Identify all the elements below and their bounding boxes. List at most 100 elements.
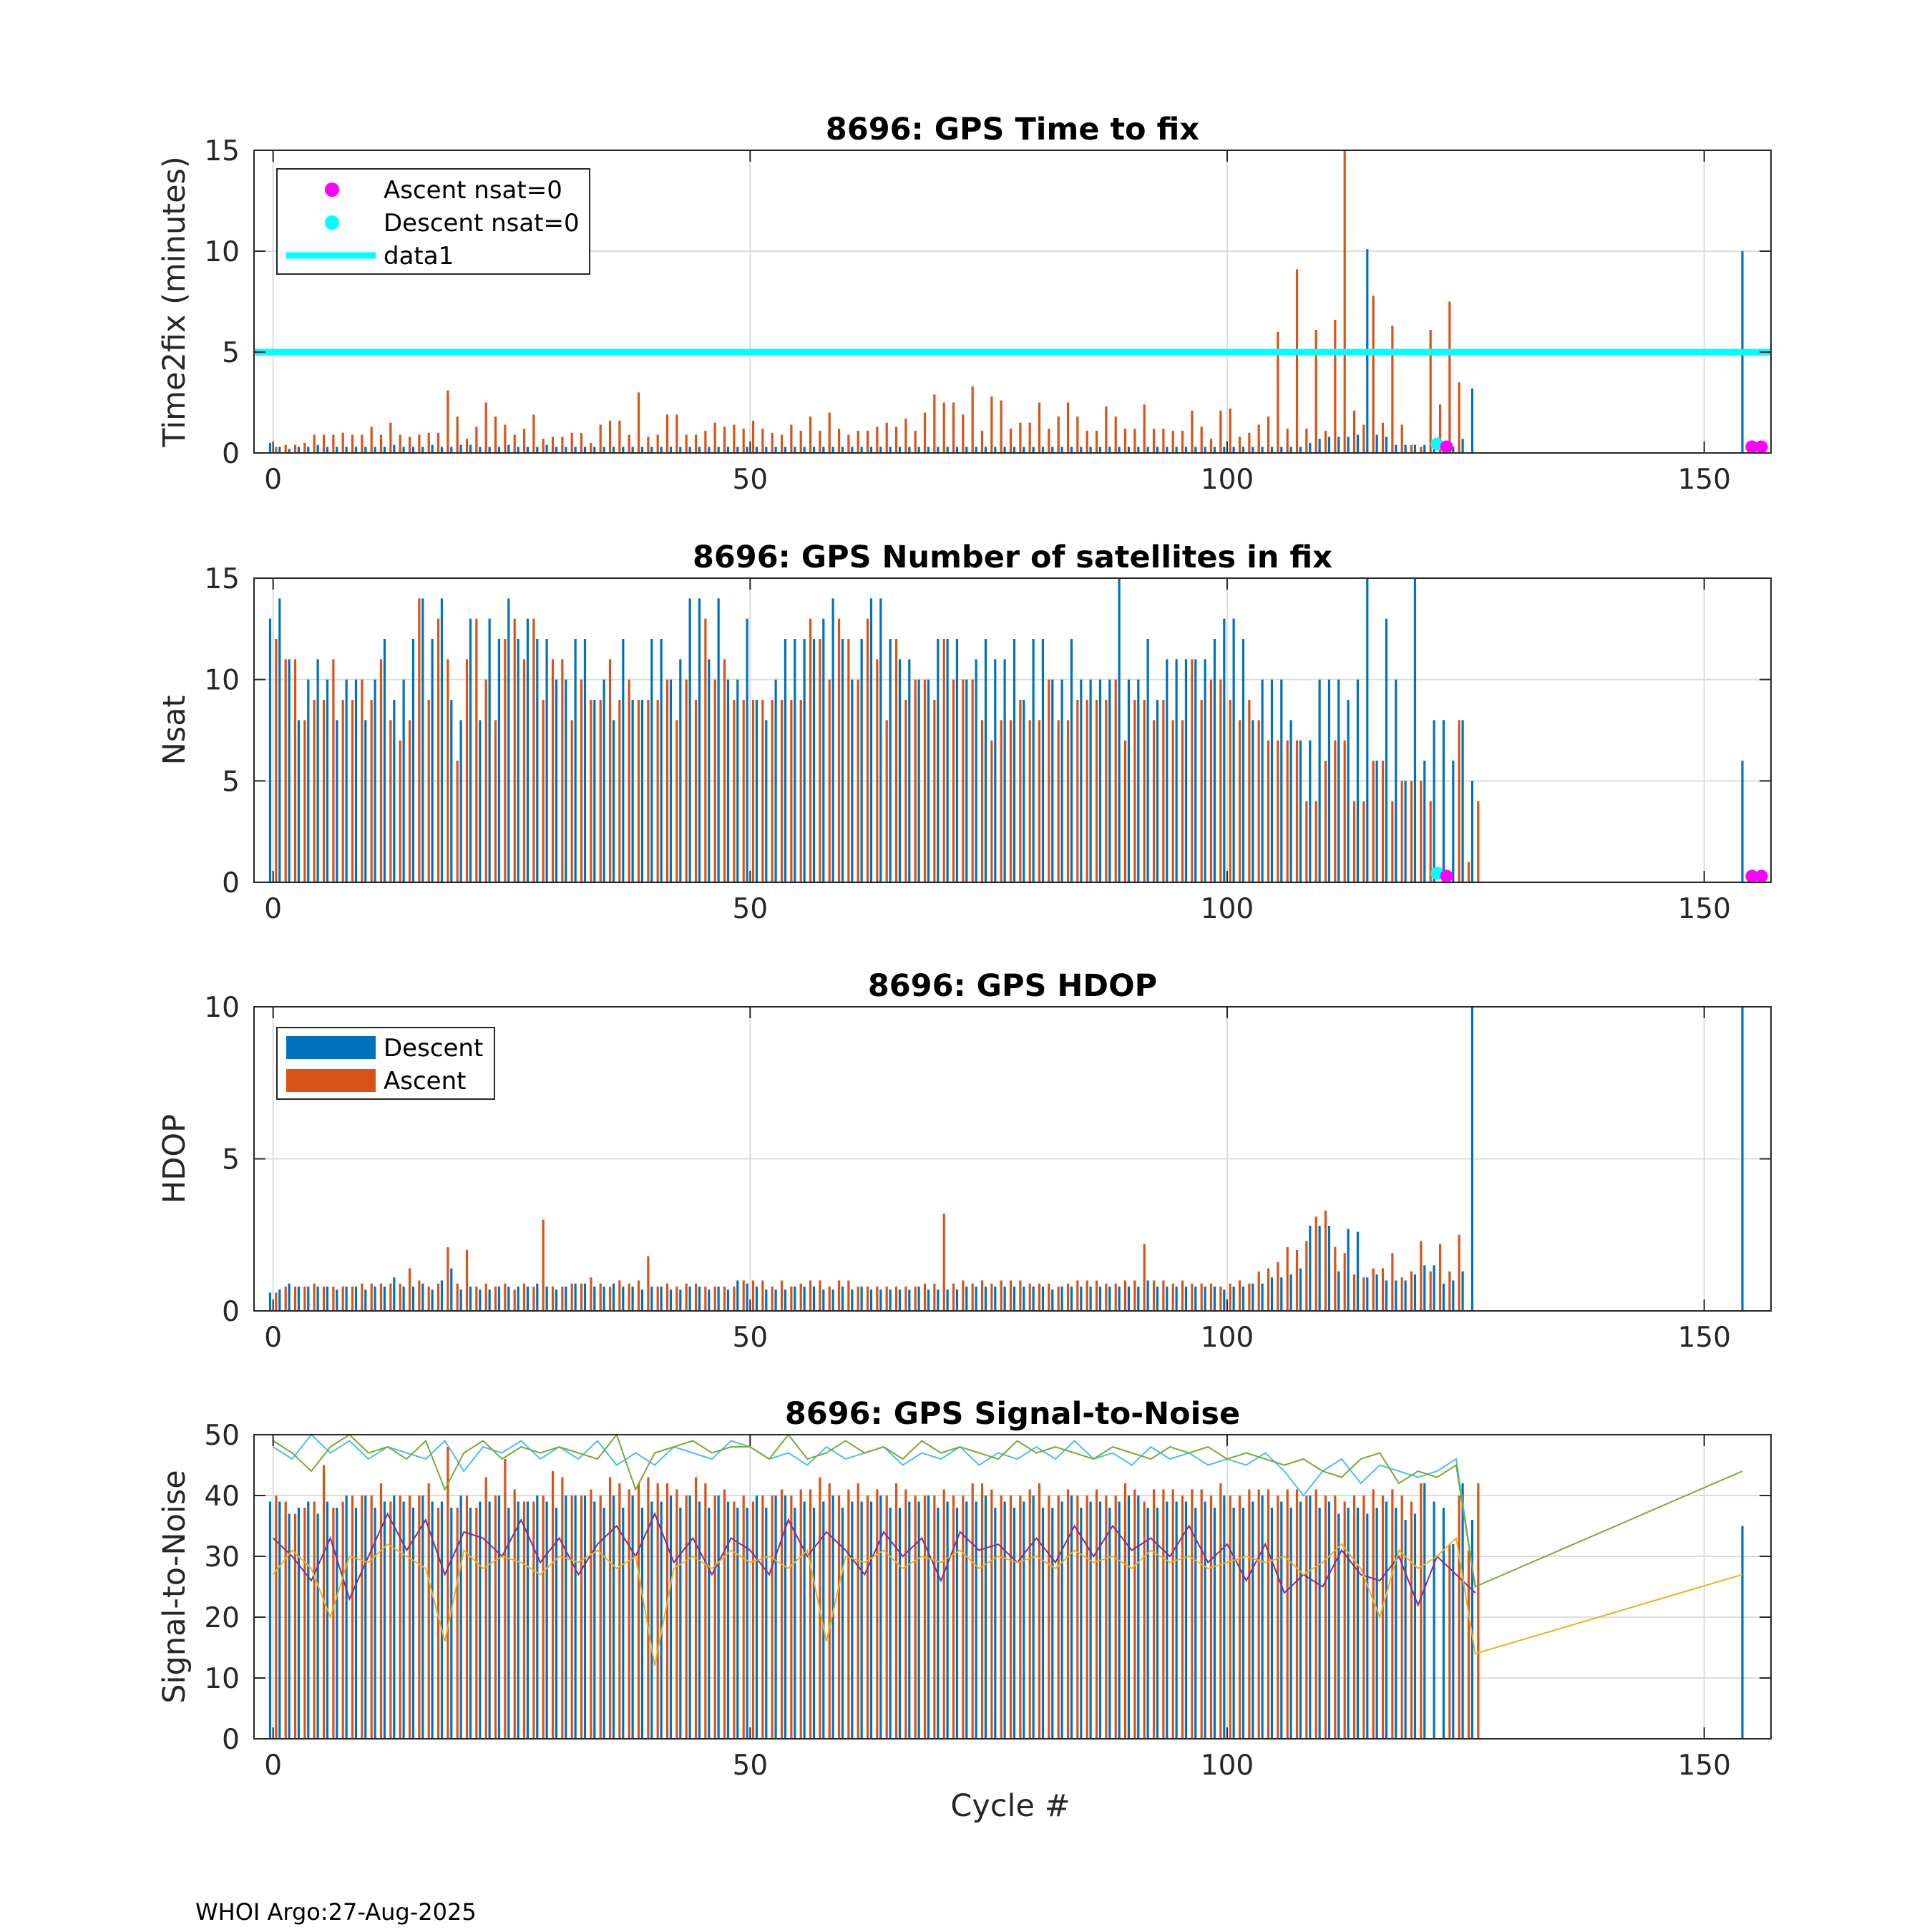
bar-descent (574, 447, 577, 453)
bar-descent (1395, 679, 1397, 882)
bar-ascent (1448, 301, 1451, 453)
bar-descent (345, 1496, 348, 1739)
bar-ascent (293, 1513, 297, 1739)
bar-descent (307, 679, 310, 882)
bar-descent (955, 639, 959, 882)
bar-descent (660, 1287, 663, 1311)
bar-ascent (1009, 1496, 1013, 1739)
bar-ascent (990, 1283, 993, 1311)
bar-ascent (790, 424, 793, 453)
bar-ascent (590, 442, 592, 453)
bar-ascent (637, 1483, 640, 1739)
bar-descent (965, 679, 968, 882)
bar-ascent (885, 1287, 888, 1311)
bar-descent (679, 1508, 682, 1739)
bar-descent (1452, 1280, 1455, 1311)
bar-ascent (494, 720, 497, 882)
bar-descent (1118, 447, 1121, 453)
bar-descent (1741, 761, 1744, 882)
bar-descent (316, 1287, 319, 1311)
bar-ascent (799, 700, 802, 882)
bar-descent (297, 1508, 301, 1739)
bar-ascent (513, 1289, 516, 1311)
bar-descent (1051, 447, 1054, 453)
bar-descent (688, 447, 691, 453)
bar-descent (1003, 447, 1006, 453)
bar-ascent (990, 396, 993, 453)
bar-descent (736, 1508, 739, 1739)
bar-descent (1032, 639, 1035, 882)
bar-descent (1309, 1226, 1312, 1311)
bar-ascent (1152, 1280, 1156, 1311)
bar-descent (1347, 1229, 1350, 1311)
bar-ascent (1267, 416, 1270, 453)
bar-ascent (1410, 1501, 1413, 1739)
bar-descent (288, 1513, 291, 1739)
y-tick-label: 15 (204, 135, 240, 167)
bar-descent (336, 447, 338, 453)
bar-ascent (1372, 1268, 1375, 1311)
bar-ascent (408, 1268, 411, 1311)
bar-descent (1404, 1280, 1407, 1311)
bar-descent (994, 659, 997, 882)
bar-descent (688, 1287, 691, 1311)
bar-ascent (866, 1287, 869, 1311)
bar-ascent (570, 432, 573, 453)
bar-descent (755, 700, 758, 882)
bar-descent (278, 1289, 281, 1311)
bar-ascent (456, 416, 459, 453)
bar-descent (1070, 1287, 1073, 1311)
y-tick-label: 10 (204, 236, 240, 268)
bar-descent (536, 1283, 539, 1311)
legend-swatch-descent (286, 1036, 376, 1059)
bar-descent (955, 447, 959, 453)
bar-ascent (1420, 1483, 1423, 1739)
bar-ascent (809, 618, 812, 882)
bar-ascent (1133, 1280, 1136, 1311)
bar-ascent (1458, 720, 1460, 882)
bar-descent (898, 1508, 902, 1739)
bar-ascent (341, 1501, 344, 1739)
bar-ascent (599, 1496, 602, 1739)
bar-descent (1461, 1483, 1464, 1739)
bar-ascent (857, 679, 859, 882)
bar-descent (822, 447, 825, 453)
bar-descent (1108, 1287, 1111, 1311)
bar-descent (1347, 436, 1350, 453)
bar-descent (765, 1289, 768, 1311)
bar-descent (1309, 740, 1312, 882)
bar-ascent (1171, 1283, 1174, 1311)
bar-descent (1470, 1520, 1474, 1739)
bar-ascent (1420, 1241, 1423, 1311)
x-tick-label: 50 (733, 464, 769, 496)
bar-ascent (1085, 430, 1088, 453)
bar-ascent (351, 700, 354, 882)
bar-descent (1080, 1287, 1083, 1311)
x-tick-label: 100 (1201, 1322, 1254, 1354)
bar-ascent (1038, 720, 1041, 882)
bar-descent (1327, 436, 1331, 453)
bar-descent (1404, 1520, 1407, 1739)
bar-ascent (1257, 1489, 1260, 1739)
bar-descent (1184, 447, 1188, 453)
bar-descent (1280, 679, 1283, 882)
bar-descent (297, 1287, 301, 1311)
bar-ascent (1200, 1489, 1203, 1739)
bar-descent (736, 1280, 739, 1311)
bar-ascent (990, 740, 993, 882)
bar-ascent (1095, 430, 1098, 453)
bar-descent (326, 447, 329, 453)
bar-ascent (465, 1250, 469, 1311)
bar-descent (574, 1496, 577, 1739)
bar-ascent (675, 414, 678, 453)
bar-descent (1213, 1508, 1216, 1739)
bar-ascent (1105, 406, 1108, 453)
bar-ascent (1114, 679, 1117, 882)
bar-ascent (1429, 801, 1432, 882)
bar-descent (411, 639, 415, 882)
bar-ascent (475, 426, 478, 453)
bar-ascent (1048, 1496, 1050, 1739)
bar-descent (316, 659, 319, 882)
bar-ascent (857, 1287, 859, 1311)
bar-ascent (1229, 1496, 1231, 1739)
